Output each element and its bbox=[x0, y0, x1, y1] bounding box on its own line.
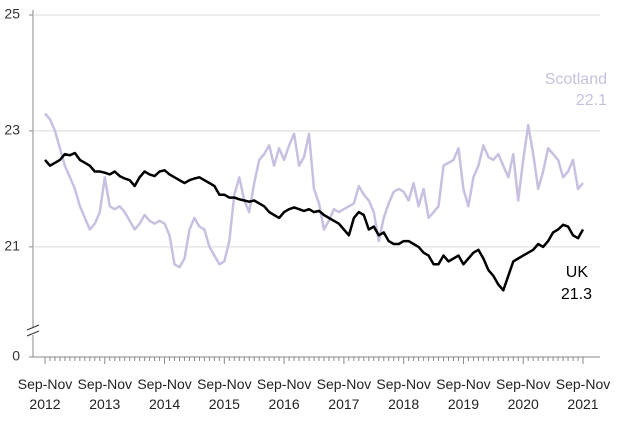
axis-break bbox=[26, 330, 40, 337]
axis-break bbox=[26, 324, 40, 331]
series-label: Scotland bbox=[545, 71, 607, 88]
end-value-label: 22.1 bbox=[576, 92, 607, 109]
axis-break-gap bbox=[27, 327, 39, 335]
y-tick-label: 0 bbox=[12, 348, 20, 364]
y-tick-label: 21 bbox=[4, 238, 20, 254]
x-tick-label: Sep-Nov 2021 bbox=[555, 376, 611, 412]
x-tick-label: Sep-Nov 2020 bbox=[495, 376, 551, 412]
x-tick-label: Sep-Nov 2014 bbox=[137, 376, 192, 412]
end-value-label: 21.3 bbox=[561, 286, 592, 303]
line-1 bbox=[44, 151, 585, 292]
y-tick-label: 23 bbox=[4, 122, 20, 138]
x-tick-label: Sep-Nov 2015 bbox=[197, 376, 252, 412]
x-tick-label: Sep-Nov 2019 bbox=[436, 376, 491, 412]
x-tick-label: Sep-Nov 2017 bbox=[316, 376, 372, 412]
series-label: UK bbox=[566, 264, 589, 281]
x-tick-label: Sep-Nov 2012 bbox=[17, 376, 73, 412]
x-tick-label: Sep-Nov 2016 bbox=[256, 376, 312, 412]
x-tick-label: Sep-Nov 2018 bbox=[376, 376, 431, 412]
line-0 bbox=[44, 112, 584, 269]
y-tick-label: 25 bbox=[4, 6, 20, 22]
x-tick-label: Sep-Nov 2013 bbox=[77, 376, 132, 412]
